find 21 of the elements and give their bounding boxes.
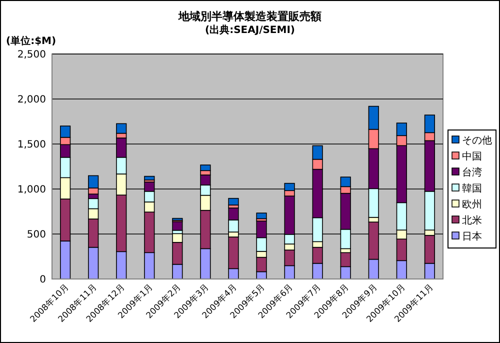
bar	[172, 221, 183, 231]
legend-label: 北米	[462, 214, 482, 226]
legend-label: 日本	[462, 230, 482, 242]
legend-label: 台湾	[462, 166, 482, 178]
bar	[144, 176, 155, 180]
bar	[256, 212, 267, 220]
chart-subtitle: (出典:SEAJ/SEMI)	[205, 24, 295, 36]
legend-label: 中国	[462, 150, 482, 162]
y-tick-label: 2,000	[17, 94, 46, 106]
legend-label: 欧州	[462, 198, 482, 210]
y-tick-label: 1,500	[17, 140, 46, 150]
bar	[228, 198, 239, 206]
y-tick-label: 0	[40, 274, 46, 286]
bar	[200, 164, 211, 172]
chart-title: 地域別半導体製造装置販売額	[178, 10, 322, 23]
legend-label: その他	[462, 134, 492, 146]
y-tick-label: 1,000	[17, 184, 46, 196]
legend-label: 韓国	[462, 182, 482, 194]
y-tick-label: 500	[26, 230, 46, 240]
y-axis-title: (単位:$M)	[6, 35, 56, 47]
y-tick-label: 2,500	[17, 50, 46, 60]
